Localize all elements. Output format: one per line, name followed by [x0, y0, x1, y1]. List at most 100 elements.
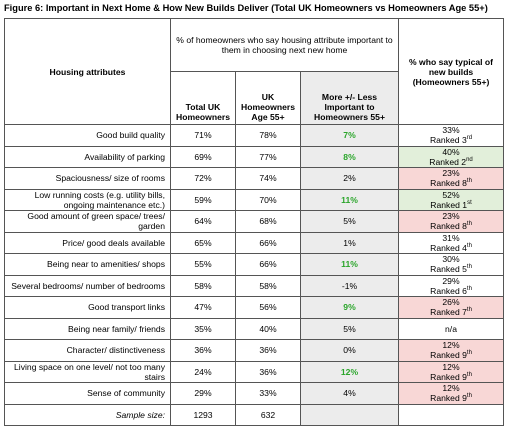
diff-cell: 8%	[299, 145, 400, 168]
typical-value: 26%	[442, 297, 460, 308]
typical-cell: 26% Ranked 7th	[398, 296, 505, 319]
header-age55: UK Homeowners Age 55+	[235, 71, 301, 125]
attribute-cell: Character/ distinctiveness	[4, 339, 171, 362]
row: Spaciousness/ size of rooms 72% 74% 2% 23% Ra…	[4, 167, 505, 190]
table: Housing attributes % of homeowners who s…	[4, 18, 505, 426]
typical-cell: 23% Ranked 8th	[398, 210, 505, 233]
rank-suffix: th	[466, 285, 472, 292]
rank: Ranked 5th	[401, 264, 501, 274]
rank: Ranked 7th	[401, 307, 501, 317]
typical-cell: 30% Ranked 5th	[398, 253, 505, 276]
diff-cell: 7%	[299, 124, 400, 147]
typical-cell: 52% Ranked 1st	[398, 188, 505, 211]
rank: Ranked 1st	[401, 200, 501, 210]
diff-cell: 5%	[299, 210, 400, 233]
rank-text: Ranked 3	[429, 135, 467, 146]
typical-value: n/a	[445, 323, 457, 334]
rank-suffix: th	[466, 371, 472, 378]
total-cell: 59%	[170, 188, 236, 211]
typical-value: 12%	[442, 340, 460, 351]
row: Good transport links 47% 56% 9% 26% Ranked 7t…	[4, 296, 505, 319]
rank-text: Ranked 1	[430, 199, 468, 210]
sample-total: 1293	[170, 403, 236, 426]
rank: Ranked 4th	[401, 243, 501, 253]
typical-cell: 12% Ranked 9th	[398, 360, 505, 383]
rank-text: Ranked 9	[430, 350, 467, 361]
typical-cell: 23% Ranked 8th	[398, 167, 505, 190]
row: Being near family/ friends 35% 40% 5% n/a	[4, 317, 505, 340]
diff-cell: -1%	[299, 274, 400, 297]
typical-cell: 29% Ranked 6th	[398, 274, 505, 297]
rank-text: Ranked 5	[430, 264, 467, 275]
header-attribute: Housing attributes	[4, 18, 171, 125]
attribute-cell: Low running costs (e.g. utility bills, o…	[4, 188, 171, 211]
rank-suffix: th	[466, 178, 472, 185]
total-cell: 71%	[170, 124, 236, 147]
rank-text: Ranked 8	[430, 221, 467, 232]
attribute-cell: Several bedrooms/ number of bedrooms	[4, 274, 171, 297]
attribute-cell: Good amount of green space/ trees/ garde…	[4, 210, 171, 233]
typical-value: 12%	[442, 383, 460, 394]
diff-cell: 11%	[299, 253, 400, 276]
total-cell: 55%	[170, 253, 236, 276]
rank: Ranked 9th	[401, 372, 501, 382]
rank: Ranked 8th	[401, 178, 501, 188]
rank-suffix: th	[466, 264, 472, 271]
row: Character/ distinctiveness 36% 36% 0% 12% Ran…	[4, 339, 505, 362]
rank-suffix: th	[466, 307, 472, 314]
age55-cell: 33%	[235, 382, 301, 405]
rank-suffix: nd	[466, 156, 473, 163]
attribute-cell: Good transport links	[4, 296, 171, 319]
rank-text: Ranked 7	[430, 307, 467, 318]
typical-cell: 40% Ranked 2nd	[398, 145, 505, 168]
sample-age55: 632	[235, 403, 301, 426]
age55-cell: 58%	[235, 274, 301, 297]
typical-cell: 12% Ranked 9th	[398, 339, 505, 362]
row: Price/ good deals available 65% 66% 1% 31% Ra…	[4, 231, 505, 254]
rank-suffix: th	[466, 242, 472, 249]
attribute-cell: Good build quality	[4, 124, 171, 147]
row: Being near to amenities/ shops 55% 66% 11% 3…	[4, 253, 505, 276]
attribute-cell: Price/ good deals available	[4, 231, 171, 254]
header-typical: % who say typical of new builds (Homeown…	[398, 18, 505, 125]
diff-cell: 2%	[299, 167, 400, 190]
rank-text: Ranked 2	[429, 156, 467, 167]
typical-cell: n/a	[398, 317, 505, 340]
attribute-cell: Living space on one level/ not too many …	[4, 360, 171, 383]
age55-cell: 68%	[235, 210, 301, 233]
rank: Ranked 2nd	[401, 157, 501, 167]
table-body: Good build quality 71% 78% 7% 33% Ranked 3rd A…	[4, 124, 505, 426]
age55-cell: 40%	[235, 317, 301, 340]
typical-value: 40%	[442, 146, 460, 157]
row: Living space on one level/ not too many …	[4, 360, 505, 383]
attribute-cell: Sense of community	[4, 382, 171, 405]
typical-value: 31%	[442, 232, 460, 243]
typical-cell: 33% Ranked 3rd	[398, 124, 505, 147]
rank-text: Ranked 4	[430, 242, 467, 253]
total-cell: 47%	[170, 296, 236, 319]
rank: Ranked 9th	[401, 393, 501, 403]
age55-cell: 77%	[235, 145, 301, 168]
row: Several bedrooms/ number of bedrooms 58% 5…	[4, 274, 505, 297]
typical-value: 52%	[442, 189, 460, 200]
typical-cell: 31% Ranked 4th	[398, 231, 505, 254]
row: Good build quality 71% 78% 7% 33% Ranked 3rd	[4, 124, 505, 147]
typical-value: 12%	[442, 361, 460, 372]
attribute-cell: Being near family/ friends	[4, 317, 171, 340]
rank-text: Ranked 6	[430, 285, 467, 296]
age55-cell: 70%	[235, 188, 301, 211]
row: Good amount of green space/ trees/ garde…	[4, 210, 505, 233]
age55-cell: 78%	[235, 124, 301, 147]
sample-empty	[299, 403, 400, 426]
total-cell: 58%	[170, 274, 236, 297]
row: Availability of parking 69% 77% 8% 40% Ranked…	[4, 145, 505, 168]
rank: Ranked 8th	[401, 221, 501, 231]
rank-suffix: th	[466, 393, 472, 400]
typical-value: 23%	[442, 211, 460, 222]
rank: Ranked 3rd	[401, 135, 501, 145]
sample-label: Sample size:	[4, 403, 171, 426]
rank-suffix: rd	[466, 135, 473, 142]
diff-cell: 0%	[299, 339, 400, 362]
typical-value: 30%	[442, 254, 460, 265]
age55-cell: 56%	[235, 296, 301, 319]
